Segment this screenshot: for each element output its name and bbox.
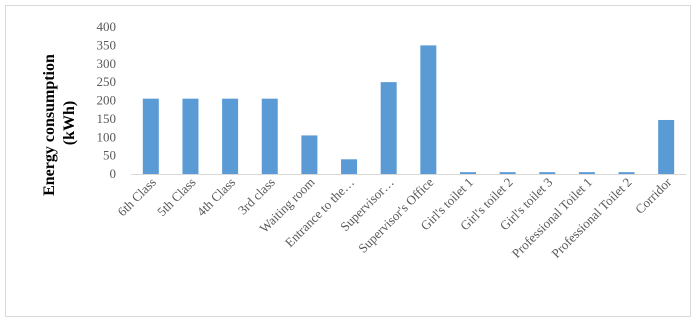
bar [578,172,595,174]
y-tick-label: 350 [97,37,117,52]
y-tick-label: 300 [97,56,117,71]
bar [261,98,278,174]
y-axis-ticks: 0 50 100 150 200 250 300 350 400 [97,19,117,181]
bar [142,98,159,174]
y-tick-label: 150 [97,111,117,126]
bar [301,135,318,174]
bar [459,172,476,174]
bar [182,98,199,174]
bar [420,45,437,174]
x-tick-label: 4th Class [194,175,239,220]
x-tick-label: Entrance to the… [282,175,357,250]
x-tick-label: 6th Class [114,175,159,220]
y-tick-label: 400 [97,19,117,34]
y-tick-label: 200 [97,93,117,108]
bar [222,98,239,174]
bar [618,172,635,174]
y-axis-title: Energy consumption (kWh) [41,50,78,196]
x-tick-label: Corridor [632,174,675,217]
y-tick-label: 0 [110,166,117,181]
bar [658,119,675,174]
bar [539,172,556,174]
y-axis-title-line-2: (kWh) [61,101,78,145]
y-axis-title-line-1: Energy consumption [41,54,58,196]
bars [142,45,675,174]
bar [380,82,397,174]
y-tick-label: 50 [103,148,116,163]
y-tick-label: 100 [97,129,117,144]
x-tick-label: 5th Class [154,175,199,220]
bar [341,159,358,174]
bar [499,172,516,174]
y-tick-label: 250 [97,74,117,89]
